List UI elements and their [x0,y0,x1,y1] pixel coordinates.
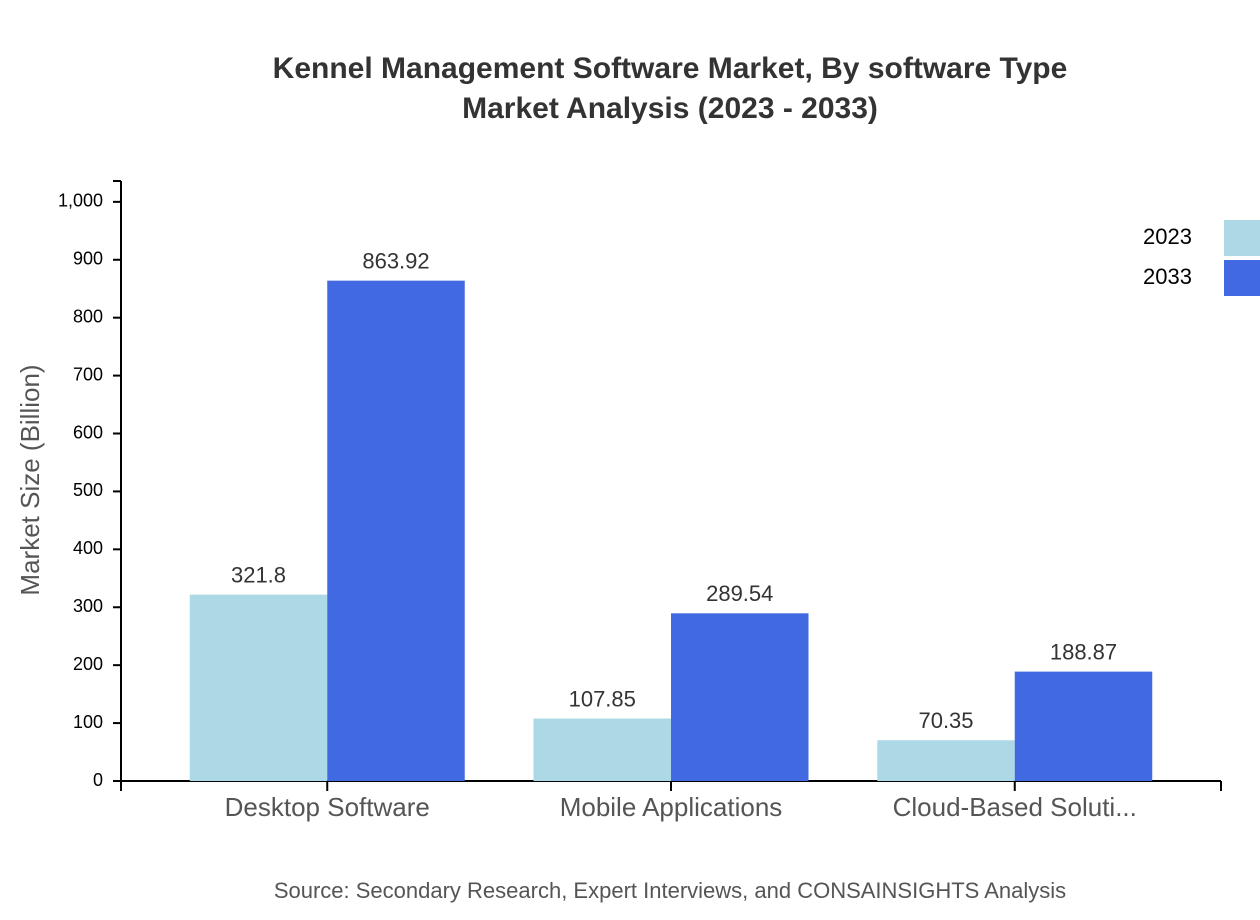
legend-swatch [1224,260,1260,296]
y-axis-label: Market Size (Billion) [15,364,45,595]
y-tick-label: 200 [73,654,103,674]
bar [671,613,809,781]
value-label: 188.87 [1050,639,1117,664]
value-label: 107.85 [569,686,636,711]
y-tick-label: 400 [73,538,103,558]
y-tick-label: 0 [93,770,103,790]
legend-label: 2023 [1143,224,1192,249]
value-label: 70.35 [918,708,973,733]
legend-label: 2033 [1143,264,1192,289]
value-label: 321.8 [231,562,286,587]
y-tick-label: 600 [73,422,103,442]
x-tick-label: Desktop Software [225,792,430,822]
y-tick-label: 900 [73,249,103,269]
y-tick-label: 100 [73,712,103,732]
y-tick-label: 1,000 [58,191,103,211]
chart-title: Kennel Management Software Market, By so… [273,52,1068,85]
bar [1014,671,1153,781]
bar [189,594,328,781]
value-label: 863.92 [362,248,429,273]
y-tick-label: 300 [73,596,103,616]
bar [327,280,465,781]
bar [533,718,671,781]
chart-subtitle: Market Analysis (2023 - 2033) [462,92,878,125]
source-note: Source: Secondary Research, Expert Inter… [274,878,1066,903]
y-tick-label: 700 [73,364,103,384]
y-tick-label: 800 [73,306,103,326]
x-tick-label: Cloud-Based Soluti... [893,792,1137,822]
legend-swatch [1224,220,1260,256]
bar [877,740,1015,781]
value-label: 289.54 [706,581,773,606]
y-tick-label: 500 [73,480,103,500]
x-tick-label: Mobile Applications [560,792,783,822]
